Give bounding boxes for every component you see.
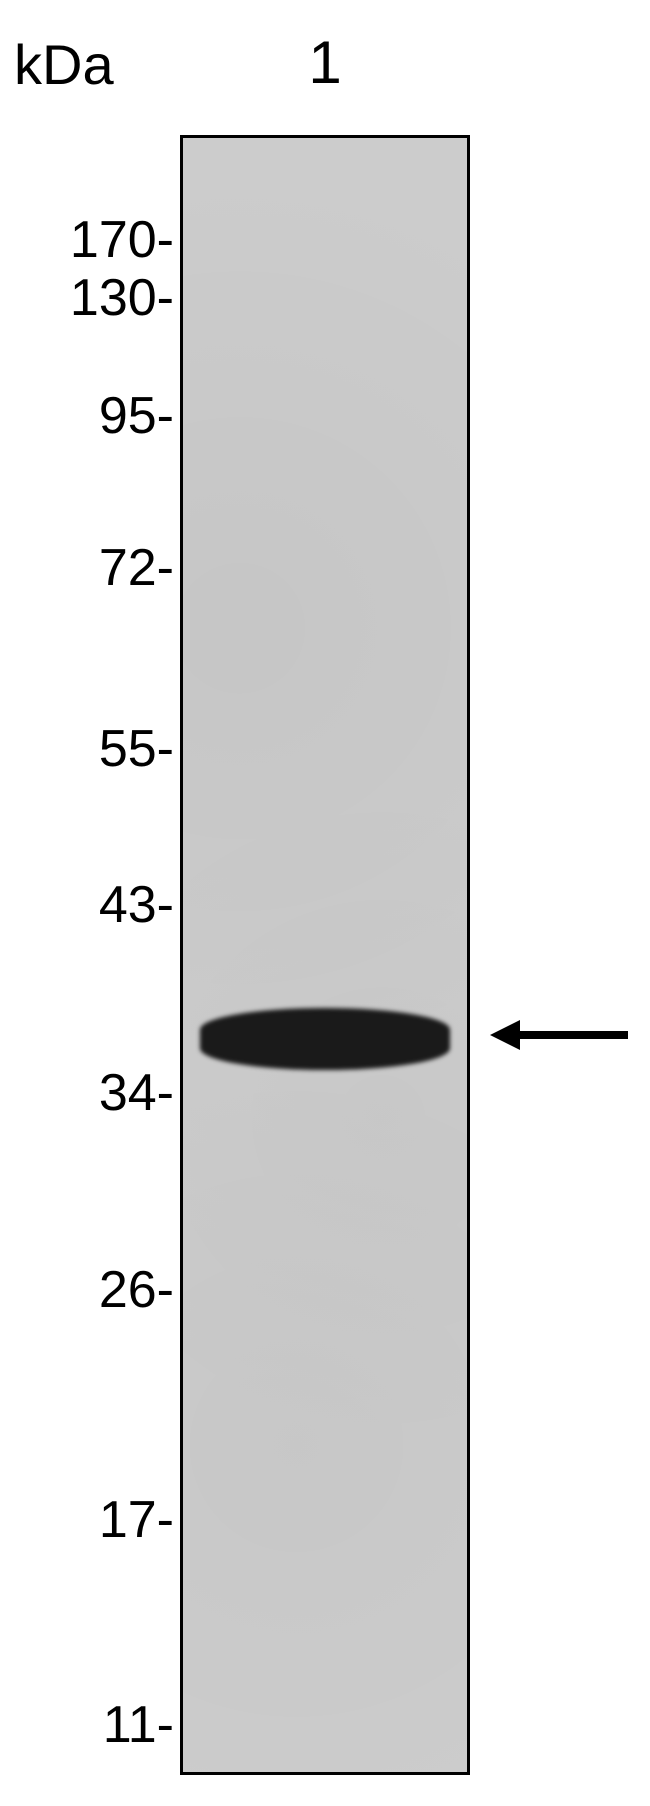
gel-lane xyxy=(180,135,470,1775)
band-arrow xyxy=(490,1020,630,1050)
mw-marker: 11- xyxy=(0,1695,174,1755)
arrow-shaft xyxy=(518,1031,628,1039)
mw-marker: 17- xyxy=(0,1490,174,1550)
western-blot-figure: kDa 1 170-130- 95- 72- 55- 43- 34- 26- 17- 11- xyxy=(0,0,650,1806)
lane-label: 1 xyxy=(295,28,355,97)
protein-band xyxy=(200,1008,450,1070)
mw-marker: 170- xyxy=(0,210,174,270)
mw-marker: 26- xyxy=(0,1260,174,1320)
unit-label: kDa xyxy=(14,32,114,97)
mw-marker: 130- xyxy=(0,268,174,328)
arrow-head-icon xyxy=(490,1020,520,1050)
mw-marker: 72- xyxy=(0,538,174,598)
lane-texture xyxy=(183,138,467,1772)
mw-marker: 55- xyxy=(0,719,174,779)
mw-marker: 34- xyxy=(0,1063,174,1123)
mw-marker: 43- xyxy=(0,875,174,935)
mw-marker: 95- xyxy=(0,386,174,446)
